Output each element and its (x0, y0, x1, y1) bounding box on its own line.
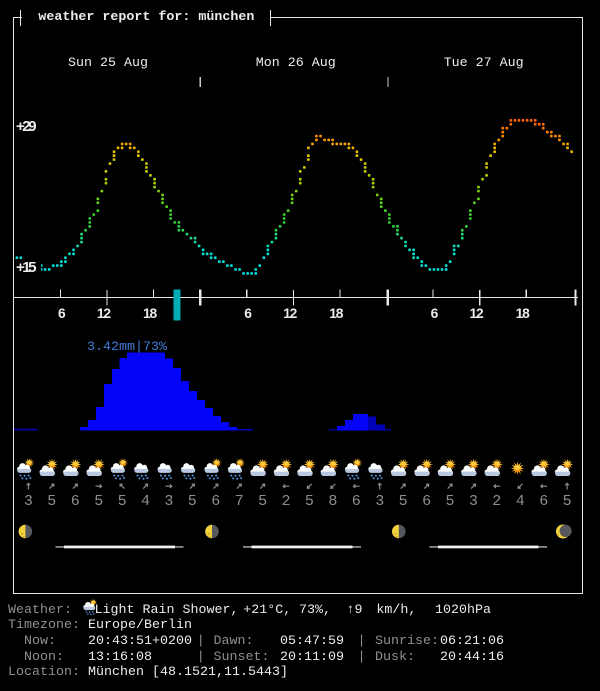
svg-text:3: 3 (375, 493, 384, 510)
svg-text:2: 2 (492, 493, 501, 510)
svg-text:5: 5 (118, 493, 127, 510)
svg-text:5: 5 (399, 493, 408, 510)
svg-text:3: 3 (24, 493, 33, 510)
svg-text:5: 5 (258, 493, 267, 510)
svg-text:3: 3 (469, 493, 478, 510)
svg-text:5: 5 (47, 493, 56, 510)
svg-text:5: 5 (94, 493, 103, 510)
svg-text:6: 6 (71, 493, 80, 510)
svg-text:6: 6 (352, 493, 361, 510)
svg-text:4: 4 (141, 493, 150, 510)
svg-text:6: 6 (211, 493, 220, 510)
svg-text:7: 7 (235, 493, 244, 510)
svg-text:2: 2 (281, 493, 290, 510)
svg-text:8: 8 (328, 493, 337, 510)
svg-text:5: 5 (305, 493, 314, 510)
svg-text:6: 6 (539, 493, 548, 510)
svg-text:3: 3 (164, 493, 173, 510)
svg-text:6: 6 (422, 493, 431, 510)
svg-text:5: 5 (445, 493, 454, 510)
svg-text:5: 5 (563, 493, 572, 510)
svg-text:4: 4 (516, 493, 525, 510)
svg-text:5: 5 (188, 493, 197, 510)
